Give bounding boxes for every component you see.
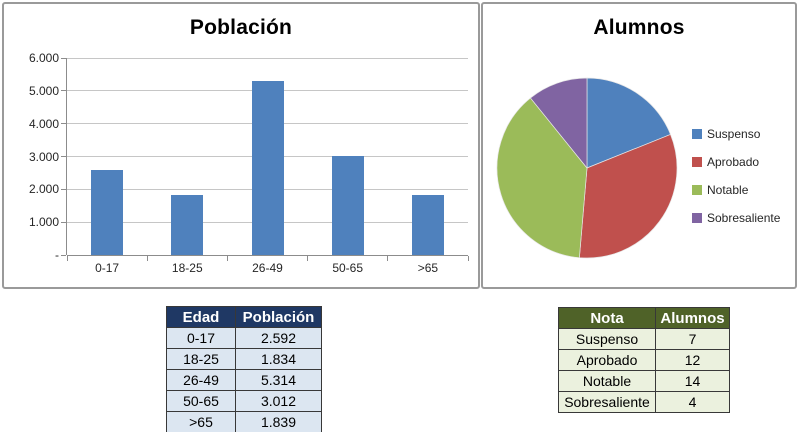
- table-header-cell: Edad: [166, 306, 236, 328]
- bar->65: [411, 194, 444, 255]
- y-axis-line: [66, 58, 67, 255]
- x-axis-tick: [66, 256, 68, 261]
- y-axis-label: 6.000: [28, 51, 59, 65]
- bar-chart-title: Población: [189, 16, 293, 39]
- x-axis-category-label: 26-49: [252, 261, 283, 275]
- bar-18-25: [171, 194, 204, 255]
- legend-label: Suspenso: [707, 127, 761, 141]
- pie-chart: [496, 77, 678, 259]
- table-row: 18-25 1.834: [166, 348, 322, 370]
- pie-slice-sobresaliente: [529, 77, 588, 169]
- table-cell: 4: [655, 391, 730, 413]
- x-axis-line: [67, 255, 468, 256]
- legend-item-sobresaliente: Sobresaliente: [692, 204, 780, 232]
- bar-50-65: [331, 156, 364, 255]
- x-axis-tick: [146, 256, 148, 261]
- y-axis-label: 1.000: [28, 215, 59, 230]
- x-axis-tick: [307, 256, 309, 261]
- y-axis-tick: [61, 254, 66, 256]
- x-axis-tick: [387, 256, 389, 261]
- table-cell: 5.314: [235, 369, 322, 391]
- table-header-cell: Nota: [558, 307, 656, 329]
- legend-swatch-icon: [692, 129, 702, 139]
- table-row: Suspenso 7: [558, 328, 730, 350]
- y-axis-label: 2.000: [28, 182, 59, 197]
- table-cell: 7: [655, 328, 730, 350]
- table-row: 0-17 2.592: [166, 327, 322, 349]
- pie-chart-panel[interactable]: Alumnos Suspenso Aprobado Notable Sobresali…: [481, 2, 797, 289]
- y-axis-tick: [61, 156, 66, 157]
- x-axis-tick: [226, 256, 228, 261]
- legend-swatch-icon: [692, 157, 702, 167]
- table-cell: 12: [655, 349, 730, 371]
- pie-chart-title: Alumnos: [593, 16, 685, 39]
- bar-chart-panel[interactable]: Población - 1.000 2.000 3.000 4.000 5.000 6.00…: [2, 2, 480, 289]
- legend-swatch-icon: [692, 185, 702, 195]
- alumnos-table: Nota Alumnos Suspenso 7 Aprobado 12 Notable 14…: [558, 307, 730, 413]
- legend-label: Sobresaliente: [707, 211, 781, 225]
- legend-swatch-icon: [692, 213, 702, 223]
- y-axis-tick: [61, 57, 66, 59]
- x-axis-category-label: 50-65: [332, 261, 364, 275]
- table-cell: 0-17: [166, 327, 236, 349]
- table-cell: 3.012: [235, 390, 322, 412]
- y-axis-tick: [61, 123, 66, 125]
- table-cell: 50-65: [166, 390, 236, 412]
- pie-slice-suspenso: [586, 77, 671, 169]
- table-row: 50-65 3.012: [166, 390, 322, 412]
- y-axis-tick: [61, 90, 66, 92]
- y-axis-tick: [61, 221, 66, 223]
- poblacion-table-header-row: Edad Población: [166, 306, 322, 328]
- legend-item-notable: Notable: [692, 176, 780, 204]
- table-row: >65 1.839: [166, 411, 322, 432]
- table-cell: 14: [655, 370, 730, 392]
- legend-label: Aprobado: [707, 155, 760, 169]
- legend-item-suspenso: Suspenso: [692, 120, 780, 148]
- table-row: 26-49 5.314: [166, 369, 322, 391]
- table-cell: 1.839: [235, 411, 322, 432]
- table-cell: >65: [166, 411, 236, 432]
- table-row: Sobresaliente 4: [558, 391, 730, 413]
- table-row: Aprobado 12: [558, 349, 730, 371]
- y-axis-label: 4.000: [28, 116, 59, 131]
- y-axis-label: 3.000: [28, 149, 59, 164]
- alumnos-table-header-row: Nota Alumnos: [558, 307, 730, 329]
- poblacion-table: Edad Población 0-17 2.592 18-25 1.834 26-49 5.…: [166, 306, 322, 432]
- pie-legend: Suspenso Aprobado Notable Sobresaliente: [692, 120, 780, 232]
- table-cell: Notable: [558, 370, 656, 392]
- table-cell: 26-49: [166, 369, 236, 391]
- table-row: Notable 14: [558, 370, 730, 392]
- table-cell: 18-25: [166, 348, 236, 370]
- bar-0-17: [91, 169, 124, 255]
- table-header-cell: Alumnos: [655, 307, 730, 329]
- table-cell: Suspenso: [558, 328, 656, 350]
- x-axis-tick: [467, 256, 469, 261]
- legend-label: Notable: [707, 183, 749, 197]
- table-cell: 2.592: [235, 327, 322, 349]
- table-header-cell: Población: [235, 306, 322, 328]
- pie-slice-notable: [496, 97, 588, 259]
- gridline: [67, 57, 468, 59]
- legend-item-aprobado: Aprobado: [692, 148, 780, 176]
- bar-26-49: [251, 80, 284, 255]
- table-cell: 1.834: [235, 348, 322, 370]
- bar-chart-plot-area: - 1.000 2.000 3.000 4.000 5.000 6.000 0-17 18-25…: [29, 51, 469, 275]
- table-cell: Sobresaliente: [558, 391, 656, 413]
- x-axis-category-label: 18-25: [171, 261, 203, 275]
- y-axis-tick: [61, 188, 66, 190]
- x-axis-category-label: >65: [417, 261, 439, 275]
- pie-slice-aprobado: [578, 133, 678, 259]
- x-axis-category-label: 0-17: [95, 261, 120, 275]
- table-cell: Aprobado: [558, 349, 656, 371]
- y-axis-label: -: [55, 248, 59, 262]
- y-axis-label: 5.000: [28, 83, 59, 98]
